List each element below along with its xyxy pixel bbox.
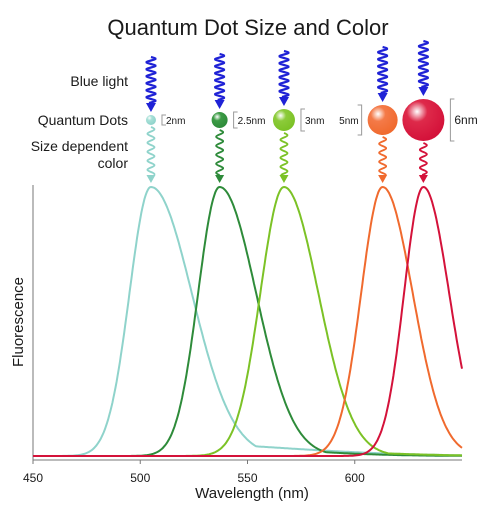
blue-light-wave xyxy=(214,52,226,102)
size-label: 5nm xyxy=(339,116,358,127)
emission-arrowhead xyxy=(418,175,428,183)
size-label: 6nm xyxy=(454,113,477,127)
emission-wave xyxy=(146,126,156,176)
size-bracket xyxy=(449,98,455,142)
emission-curve-5nm xyxy=(33,185,463,457)
y-axis-label: Fluorescence xyxy=(10,277,27,367)
emission-curve-6nm xyxy=(33,185,463,457)
blue-light-arrowhead xyxy=(418,87,429,96)
emission-wave xyxy=(378,136,387,176)
label-quantum-dots: Quantum Dots xyxy=(38,112,128,128)
excitation-layer xyxy=(145,39,429,112)
x-tick-label: 600 xyxy=(345,471,365,485)
emission-arrows-layer xyxy=(146,126,428,183)
quantum-dots-layer: 2nm 2.5nm 3nm 5nm 6nm xyxy=(145,98,478,142)
blue-light-wave xyxy=(377,45,389,95)
quantum-dot-6nm xyxy=(402,99,445,141)
x-tick-label: 550 xyxy=(237,471,257,485)
quantum-dot-3nm xyxy=(272,109,295,131)
label-color: color xyxy=(98,155,129,171)
size-bracket xyxy=(357,104,363,136)
emission-wave xyxy=(279,132,289,176)
size-label: 3nm xyxy=(305,116,324,127)
emission-arrowhead xyxy=(279,175,289,183)
x-tick-label: 450 xyxy=(23,471,43,485)
emission-curve-2nm xyxy=(33,185,462,457)
x-tick-label: 500 xyxy=(130,471,150,485)
quantum-dot-2nm xyxy=(145,115,156,125)
label-size-dependent: Size dependent xyxy=(31,138,128,154)
emission-arrowhead xyxy=(378,175,388,183)
emission-wave xyxy=(419,142,428,176)
blue-light-wave xyxy=(145,55,157,105)
blue-light-arrowhead xyxy=(145,103,156,112)
size-bracket xyxy=(161,114,166,126)
emission-arrowhead xyxy=(215,175,225,183)
blue-light-arrowhead xyxy=(214,100,225,109)
size-bracket xyxy=(233,111,238,129)
quantum-dot-2.5nm xyxy=(211,112,228,128)
x-ticks: 450 500 550 600 xyxy=(23,460,365,485)
blue-light-wave xyxy=(278,49,290,99)
x-axis-label: Wavelength (nm) xyxy=(195,485,309,502)
blue-light-arrowhead xyxy=(278,97,289,106)
blue-light-arrowhead xyxy=(377,93,388,102)
figure-title: Quantum Dot Size and Color xyxy=(107,15,388,40)
emission-wave xyxy=(215,129,224,176)
emission-curve-2.5nm xyxy=(33,185,463,457)
size-bracket xyxy=(300,108,305,132)
size-label: 2nm xyxy=(166,116,185,127)
emission-arrowhead xyxy=(146,175,156,183)
emission-curve-3nm xyxy=(33,185,462,457)
size-label: 2.5nm xyxy=(238,116,266,127)
label-blue-light: Blue light xyxy=(70,73,128,89)
plot-area: 450 500 550 600 xyxy=(23,185,463,485)
emission-curves xyxy=(33,185,463,457)
blue-light-wave xyxy=(417,39,429,89)
quantum-dot-5nm xyxy=(367,105,398,135)
